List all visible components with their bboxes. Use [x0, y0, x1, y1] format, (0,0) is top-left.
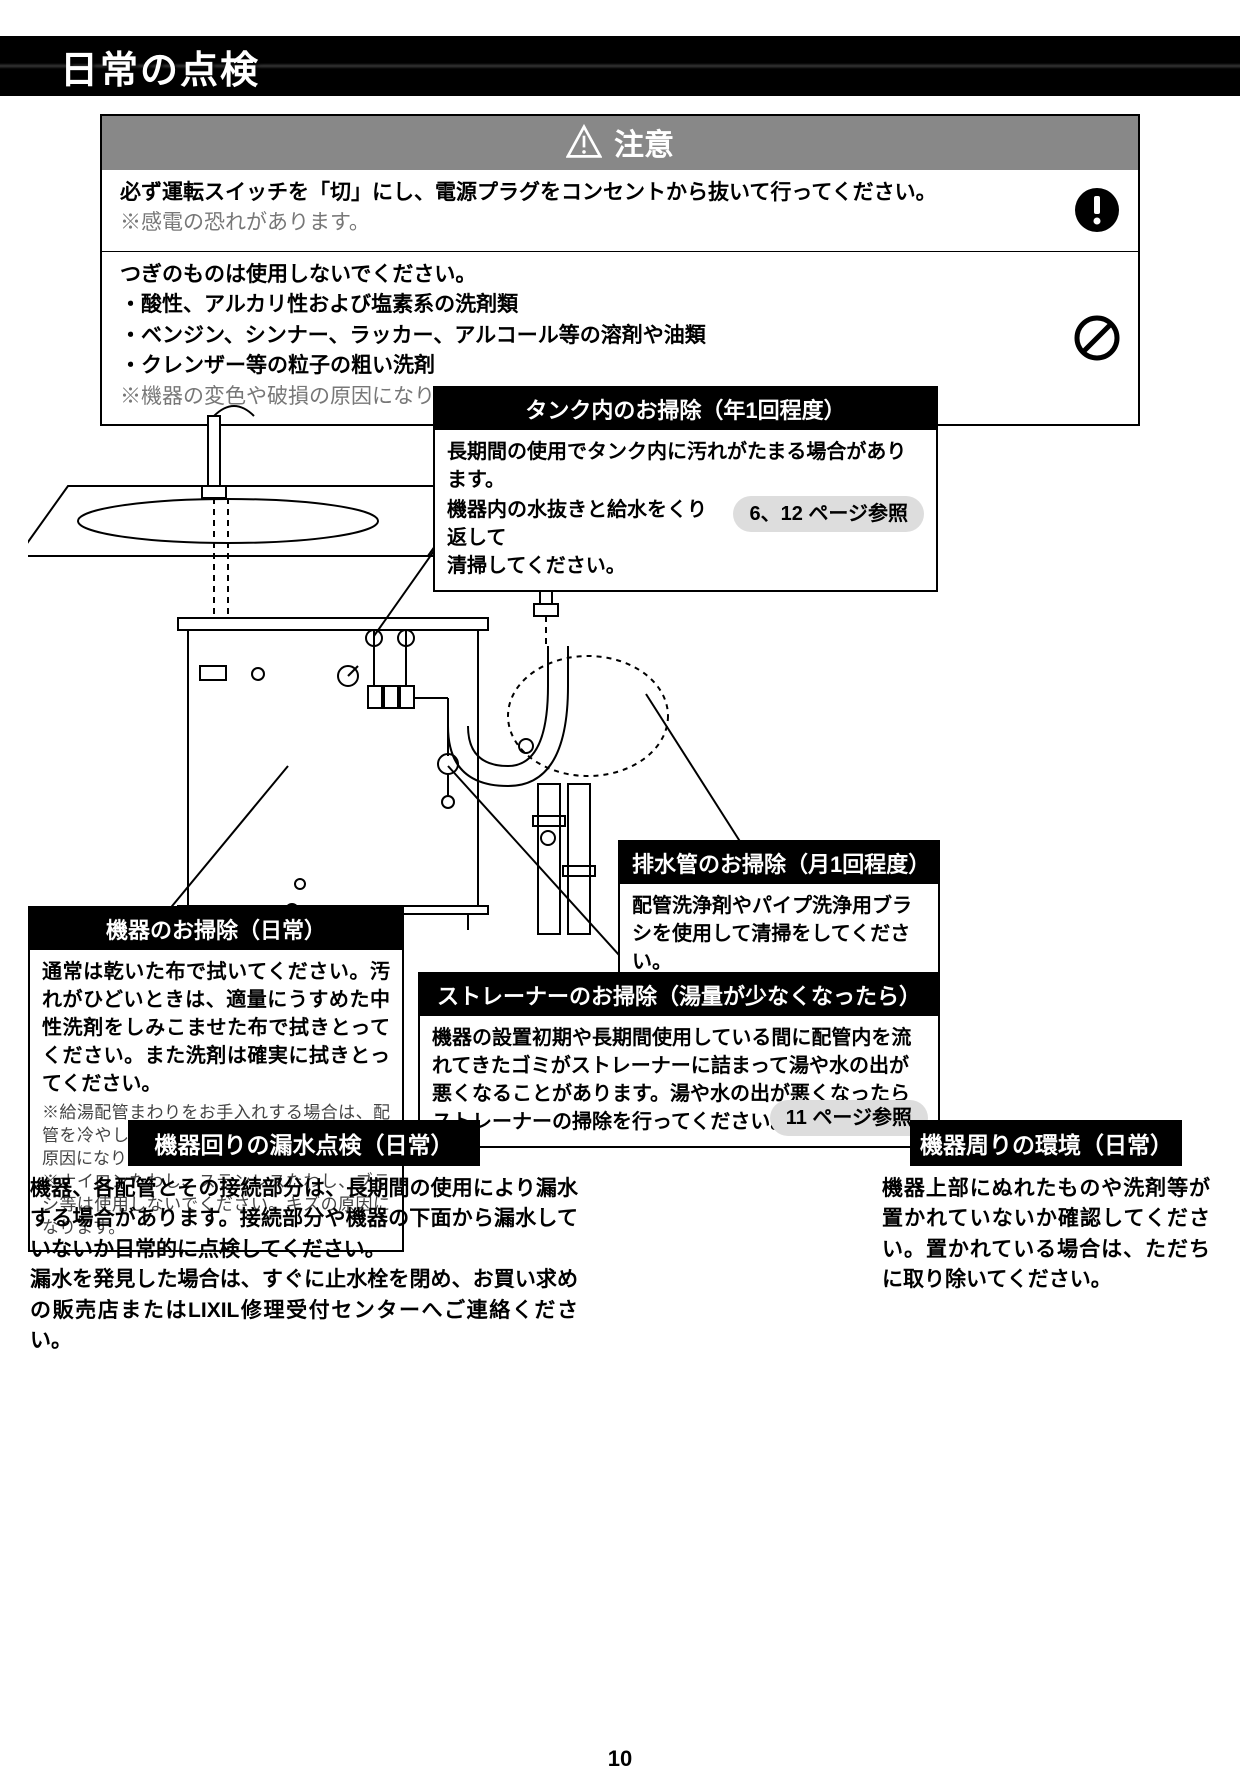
- exclamation-circle-icon: [1074, 187, 1120, 233]
- page-title: 日常の点検: [60, 39, 260, 94]
- caution-note: ※感電の恐れがあります。: [120, 208, 1120, 238]
- bottom-row: 機器回りの漏水点検（日常） 機器、各配管とその接続部分は、長期間の使用により漏水…: [28, 1120, 1212, 1365]
- callout-text: 長期間の使用でタンク内に汚れがたまる場合があります。: [447, 438, 924, 494]
- prohibit-icon: [1074, 315, 1120, 361]
- caution-header: 注意: [102, 116, 1138, 170]
- page-ref: 6、12 ページ参照: [733, 496, 924, 532]
- callout-text: 配管洗浄剤やパイプ洗浄用ブラシを使用して清掃をしてください。: [632, 895, 912, 973]
- caution-item-1: 必ず運転スイッチを「切」にし、電源プラグをコンセントから抜いて行ってください。 …: [102, 170, 1138, 251]
- section-header: 機器周りの環境（日常）: [910, 1120, 1182, 1166]
- callout-header: 機器のお掃除（日常）: [30, 908, 402, 950]
- page-number: 10: [0, 1746, 1240, 1772]
- caution-title: 注意: [614, 120, 674, 164]
- warning-triangle-icon: [566, 124, 602, 160]
- callout-body: 長期間の使用でタンク内に汚れがたまる場合があります。 機器内の水抜きと給水をくり…: [435, 430, 936, 590]
- caution-text: 必ず運転スイッチを「切」にし、電源プラグをコンセントから抜いて行ってください。: [120, 178, 1120, 208]
- leak-check-section: 機器回りの漏水点検（日常） 機器、各配管とその接続部分は、長期間の使用により漏水…: [28, 1120, 580, 1365]
- caution-text: ・クレンザー等の粒子の粗い洗剤: [120, 351, 1120, 381]
- page-title-bar: 日常の点検: [0, 36, 1240, 96]
- caution-box: 注意 必ず運転スイッチを「切」にし、電源プラグをコンセントから抜いて行ってくださ…: [100, 114, 1140, 426]
- callout-tank-cleaning: タンク内のお掃除（年1回程度） 長期間の使用でタンク内に汚れがたまる場合がありま…: [433, 386, 938, 592]
- section-header: 機器回りの漏水点検（日常）: [128, 1120, 480, 1166]
- callout-text: 通常は乾いた布で拭いてください。汚れがひどいときは、適量にうすめた中性洗剤をしみ…: [42, 961, 390, 1095]
- callout-text: 機器内の水抜きと給水をくり返して: [447, 496, 723, 552]
- callout-text: 清掃してください。: [447, 552, 723, 580]
- callout-header: 排水管のお掃除（月1回程度）: [620, 842, 938, 884]
- section-body: 機器、各配管とその接続部分は、長期間の使用により漏水する場合があります。接続部分…: [28, 1166, 580, 1365]
- callout-header: ストレーナーのお掃除（湯量が少なくなったら）: [420, 974, 938, 1016]
- caution-text: つぎのものは使用しないでください。: [120, 260, 1120, 290]
- caution-text: ・ベンジン、シンナー、ラッカー、アルコール等の溶剤や油類: [120, 321, 1120, 351]
- caution-text: ・酸性、アルカリ性および塩素系の洗剤類: [120, 290, 1120, 320]
- environment-section: 機器周りの環境（日常） 機器上部にぬれたものや洗剤等が置かれていないか確認してく…: [880, 1120, 1212, 1365]
- callout-header: タンク内のお掃除（年1回程度）: [435, 388, 936, 430]
- section-body: 機器上部にぬれたものや洗剤等が置かれていないか確認してください。置かれている場合…: [880, 1166, 1212, 1304]
